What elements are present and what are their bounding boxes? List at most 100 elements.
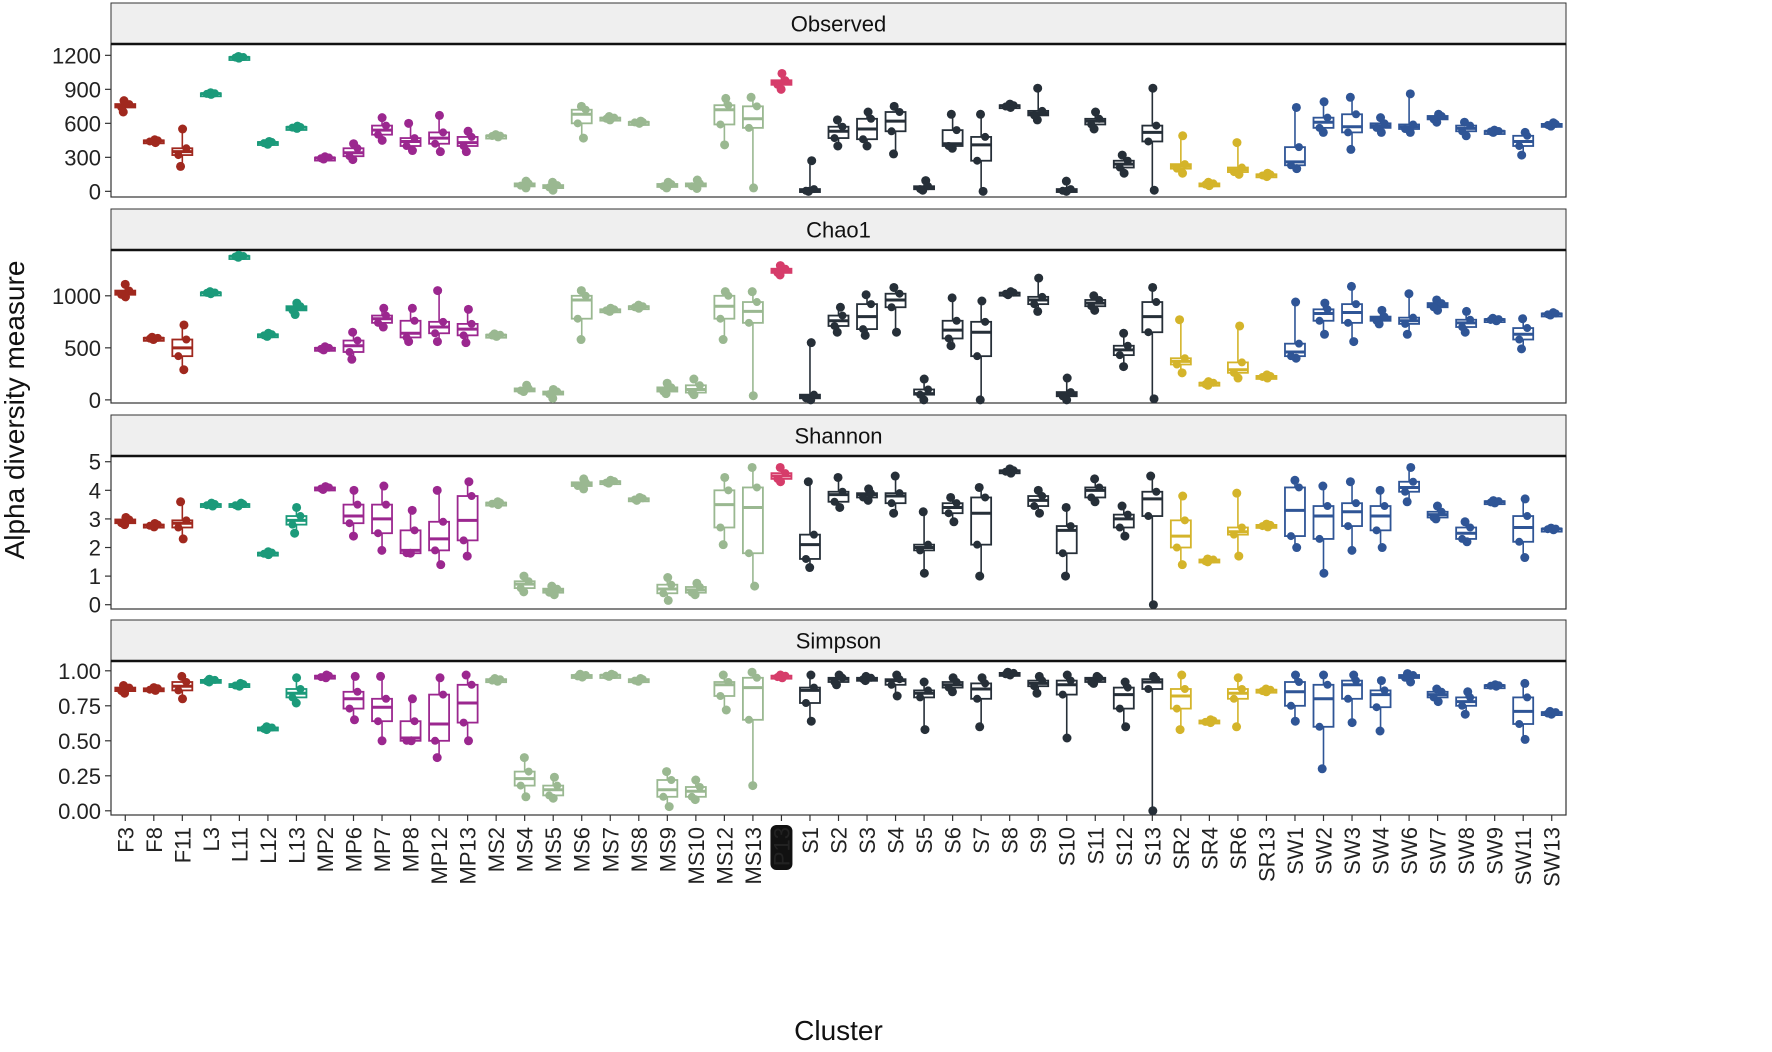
box-SW6: [1398, 669, 1420, 687]
data-point: [691, 775, 701, 785]
data-point: [488, 331, 497, 340]
data-point: [1144, 685, 1153, 693]
x-tick-label: MS6: [570, 827, 595, 872]
panel-simpson: Simpson 0.00 0.25 0.50 0.75 1.00: [58, 619, 1567, 824]
data-point: [1377, 543, 1387, 553]
data-point: [662, 767, 672, 777]
x-tick-label: S9: [1026, 827, 1051, 854]
box-S13: [1141, 671, 1164, 816]
data-point: [316, 484, 325, 493]
box-S3: [856, 671, 878, 686]
box-SW13: [1540, 118, 1563, 131]
box-MS2: [485, 674, 508, 686]
data-point: [1380, 312, 1389, 321]
data-point: [182, 144, 191, 153]
data-point: [176, 497, 186, 507]
box-MS12: [713, 287, 736, 345]
data-point: [259, 139, 268, 148]
box-S6: [941, 293, 964, 351]
data-point: [924, 385, 933, 394]
box-SR13: [1255, 684, 1278, 697]
box-MS10: [684, 175, 707, 193]
box-SR4: [1198, 177, 1221, 191]
data-point: [324, 343, 333, 352]
box-SW1: [1284, 475, 1306, 553]
data-point: [1429, 693, 1438, 702]
data-point: [1437, 507, 1446, 516]
data-point: [1286, 161, 1295, 170]
data-point: [887, 127, 896, 136]
data-point: [267, 138, 276, 147]
data-point: [1352, 676, 1361, 685]
x-tick-label: S3: [855, 827, 880, 854]
x-tick-label: MP13: [456, 827, 481, 884]
data-point: [379, 481, 389, 491]
panel-title: Shannon: [794, 424, 882, 449]
box-MP12: [428, 485, 450, 570]
data-point: [578, 133, 588, 143]
data-point: [1291, 297, 1301, 307]
data-point: [944, 142, 953, 150]
data-point: [464, 477, 474, 487]
box-S2: [827, 670, 850, 690]
box-SW8: [1455, 306, 1478, 337]
data-point: [125, 100, 134, 109]
x-tick-label: MS8: [627, 827, 652, 872]
box-MS2: [485, 497, 508, 510]
data-point: [288, 123, 297, 132]
data-point: [1372, 526, 1381, 535]
data-point: [981, 493, 990, 502]
data-point: [377, 736, 387, 746]
data-point: [602, 478, 611, 487]
y-tick-label: 3: [89, 507, 101, 532]
data-point: [1148, 83, 1158, 93]
data-point: [174, 523, 183, 532]
data-point: [890, 471, 900, 481]
data-point: [292, 502, 302, 512]
data-point: [1494, 127, 1503, 136]
y-tick-label: 900: [64, 77, 101, 102]
data-point: [1144, 512, 1153, 521]
data-point: [1061, 176, 1071, 186]
box-L11: [228, 51, 251, 63]
box-L12: [257, 328, 279, 341]
box-MS9: [656, 767, 679, 812]
data-point: [573, 119, 582, 128]
data-point: [919, 374, 929, 384]
box-MS4: [513, 571, 536, 597]
data-point: [952, 316, 961, 325]
data-point: [290, 528, 300, 538]
box-S8: [998, 667, 1021, 680]
data-point: [978, 186, 988, 196]
data-point: [752, 483, 761, 492]
box-SR6: [1227, 673, 1249, 732]
box-SW11: [1512, 494, 1535, 563]
data-point: [687, 182, 696, 191]
box-L3: [199, 674, 222, 687]
data-point: [1372, 703, 1381, 712]
data-point: [1201, 380, 1210, 389]
data-point: [1372, 316, 1381, 325]
data-point: [202, 288, 211, 297]
y-axis-title: Alpha diversity measure: [0, 261, 30, 560]
data-point: [210, 288, 219, 297]
data-point: [182, 335, 191, 344]
x-tick-label: S4: [884, 827, 909, 854]
x-tick-label: L13: [284, 827, 309, 864]
data-point: [830, 321, 839, 330]
data-point: [659, 589, 668, 598]
data-point: [467, 319, 476, 328]
data-point: [1458, 534, 1467, 543]
data-point: [973, 540, 982, 549]
data-point: [1119, 328, 1129, 338]
data-point: [210, 500, 219, 509]
data-point: [724, 101, 733, 110]
data-point: [516, 386, 525, 395]
box-SW4: [1369, 305, 1392, 329]
data-point: [1009, 466, 1018, 475]
box-MS8: [627, 674, 650, 686]
data-point: [1319, 670, 1329, 680]
data-point: [638, 675, 647, 684]
data-point: [630, 118, 639, 127]
x-tick-label: S10: [1055, 827, 1080, 866]
